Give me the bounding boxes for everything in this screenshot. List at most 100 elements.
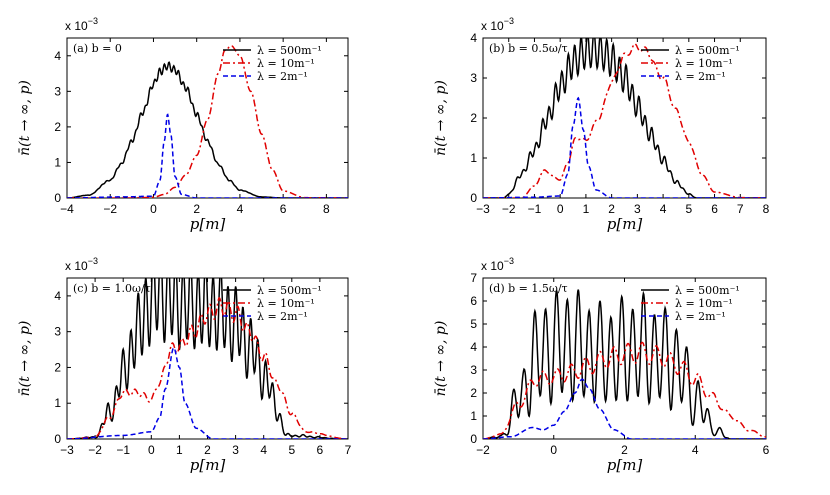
panel-label: (d) b = 1.5ω/τ [489,282,568,295]
y-tick-label: 2 [470,111,477,125]
x-axis-label: p[m] [190,215,226,233]
legend-label: λ = 2m⁻¹ [257,310,308,323]
legend-label: λ = 500m⁻¹ [257,284,322,297]
y-tick-label: 3 [470,71,477,85]
x-tick-label: 2 [621,443,628,457]
y-scale-label: x 10−3 [481,16,514,33]
x-tick-label: 0 [557,202,564,216]
x-tick-label: 5 [288,443,295,457]
legend-label: λ = 500m⁻¹ [257,44,322,57]
series-line-3 [483,378,766,439]
x-tick-label: 2 [608,202,615,216]
x-tick-label: 6 [763,443,770,457]
y-tick-label: 1 [470,151,477,165]
y-tick-label: 2 [54,120,61,134]
x-axis-label: p[m] [190,456,226,474]
y-tick-label: 3 [54,84,61,98]
x-tick-label: 0 [148,443,155,457]
series-line-1 [483,289,766,439]
x-tick-label: 4 [692,443,699,457]
legend-label: λ = 500m⁻¹ [675,284,740,297]
series-line-2 [67,296,348,439]
y-scale-label: x 10−3 [481,256,514,273]
y-tick-label: 2 [54,360,61,374]
x-tick-label: 3 [634,202,641,216]
x-tick-label: 7 [737,202,744,216]
x-tick-label: 6 [317,443,324,457]
series-line-2 [483,341,766,439]
y-tick-label: 4 [470,31,477,45]
x-tick-label: 1 [583,202,590,216]
x-tick-label: 4 [260,443,267,457]
series-line-1 [483,38,766,198]
panel-label: (b) b = 0.5ω/τ [489,42,568,55]
y-tick-label: 0 [470,191,477,205]
y-tick-label: 7 [470,271,477,285]
legend-label: λ = 10m⁻¹ [257,57,315,70]
legend-label: λ = 500m⁻¹ [675,44,740,57]
x-tick-label: 6 [711,202,718,216]
panel-label: (a) b = 0 [73,42,122,55]
series-line-3 [483,96,766,198]
legend-label: λ = 10m⁻¹ [675,297,733,310]
axes-frame [66,37,349,199]
legend-label: λ = 2m⁻¹ [675,70,726,83]
x-tick-label: −2 [476,443,490,457]
x-tick-label: 2 [193,202,200,216]
legend: λ = 500m⁻¹λ = 10m⁻¹λ = 2m⁻¹ [223,44,322,83]
y-tick-label: 1 [470,409,477,423]
x-tick-label: −2 [502,202,516,216]
y-tick-label: 6 [470,294,477,308]
x-tick-label: 1 [176,443,183,457]
y-tick-label: 0 [54,191,61,205]
x-tick-label: −3 [60,443,74,457]
series-line-1 [67,278,348,439]
y-scale-label: x 10−3 [65,16,98,33]
x-tick-label: −3 [476,202,490,216]
x-tick-label: 0 [150,202,157,216]
y-scale-label: x 10−3 [65,256,98,273]
series-line-1 [67,61,348,198]
y-tick-label: 1 [54,396,61,410]
x-tick-label: −1 [528,202,542,216]
series-line-2 [483,43,766,198]
y-axis-label: n̄(t → ∞, p) [17,321,33,397]
y-tick-label: 4 [54,289,61,303]
panel-2: −3 −2 −1 0 1 2 3 4 5 6 7 8 0 1 2 3 4 x 10−3 p[m] n̄(t → ∞, … [433,16,770,233]
series-line-3 [67,346,348,439]
panel-label: (c) b = 1.0ω/τ [73,282,151,295]
x-tick-label: −4 [60,202,74,216]
x-tick-label: −1 [116,443,130,457]
y-tick-label: 0 [54,432,61,446]
x-tick-label: 2 [204,443,211,457]
y-tick-label: 4 [470,340,477,354]
legend: λ = 500m⁻¹λ = 10m⁻¹λ = 2m⁻¹ [223,284,322,323]
x-tick-label: 8 [323,202,330,216]
y-tick-label: 3 [54,325,61,339]
legend-label: λ = 2m⁻¹ [257,70,308,83]
panel-1: −4 −2 0 2 4 6 8 0 1 2 3 4 x 10−3 p[m] n̄(t → ∞, p) (a) … [17,16,349,233]
x-tick-label: 0 [550,443,557,457]
x-tick-label: 6 [280,202,287,216]
x-tick-label: 5 [685,202,692,216]
x-tick-label: 8 [763,202,770,216]
y-axis-label: n̄(t → ∞, p) [433,80,449,156]
series-line-3 [67,113,348,198]
x-tick-label: 7 [345,443,352,457]
legend-label: λ = 10m⁻¹ [675,57,733,70]
y-tick-label: 3 [470,363,477,377]
y-axis-label: n̄(t → ∞, p) [17,80,33,156]
panel-3: −3 −2 −1 0 1 2 3 4 5 6 7 0 1 2 3 4 x 10−3 p[m] n̄(t → ∞, p… [17,256,352,474]
x-tick-label: −2 [88,443,102,457]
x-tick-label: −2 [103,202,117,216]
x-tick-label: 3 [232,443,239,457]
y-tick-label: 0 [470,432,477,446]
x-tick-label: 4 [660,202,667,216]
y-tick-label: 2 [470,386,477,400]
legend-label: λ = 10m⁻¹ [257,297,315,310]
x-axis-label: p[m] [607,456,643,474]
y-tick-label: 1 [54,155,61,169]
legend-label: λ = 2m⁻¹ [675,310,726,323]
